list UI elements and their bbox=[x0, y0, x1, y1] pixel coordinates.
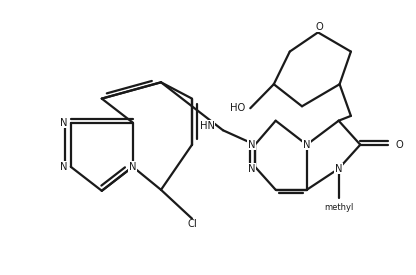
Text: N: N bbox=[60, 118, 68, 128]
Text: N: N bbox=[303, 140, 310, 150]
Text: Cl: Cl bbox=[187, 219, 197, 229]
Text: methyl: methyl bbox=[324, 203, 353, 211]
Text: N: N bbox=[248, 140, 255, 150]
Text: N: N bbox=[335, 164, 342, 174]
Text: N: N bbox=[60, 162, 68, 172]
Text: N: N bbox=[129, 162, 136, 172]
Text: HO: HO bbox=[230, 103, 245, 113]
Text: N: N bbox=[248, 164, 255, 174]
Text: HN: HN bbox=[200, 120, 215, 131]
Text: O: O bbox=[395, 140, 403, 150]
Text: O: O bbox=[316, 22, 324, 32]
